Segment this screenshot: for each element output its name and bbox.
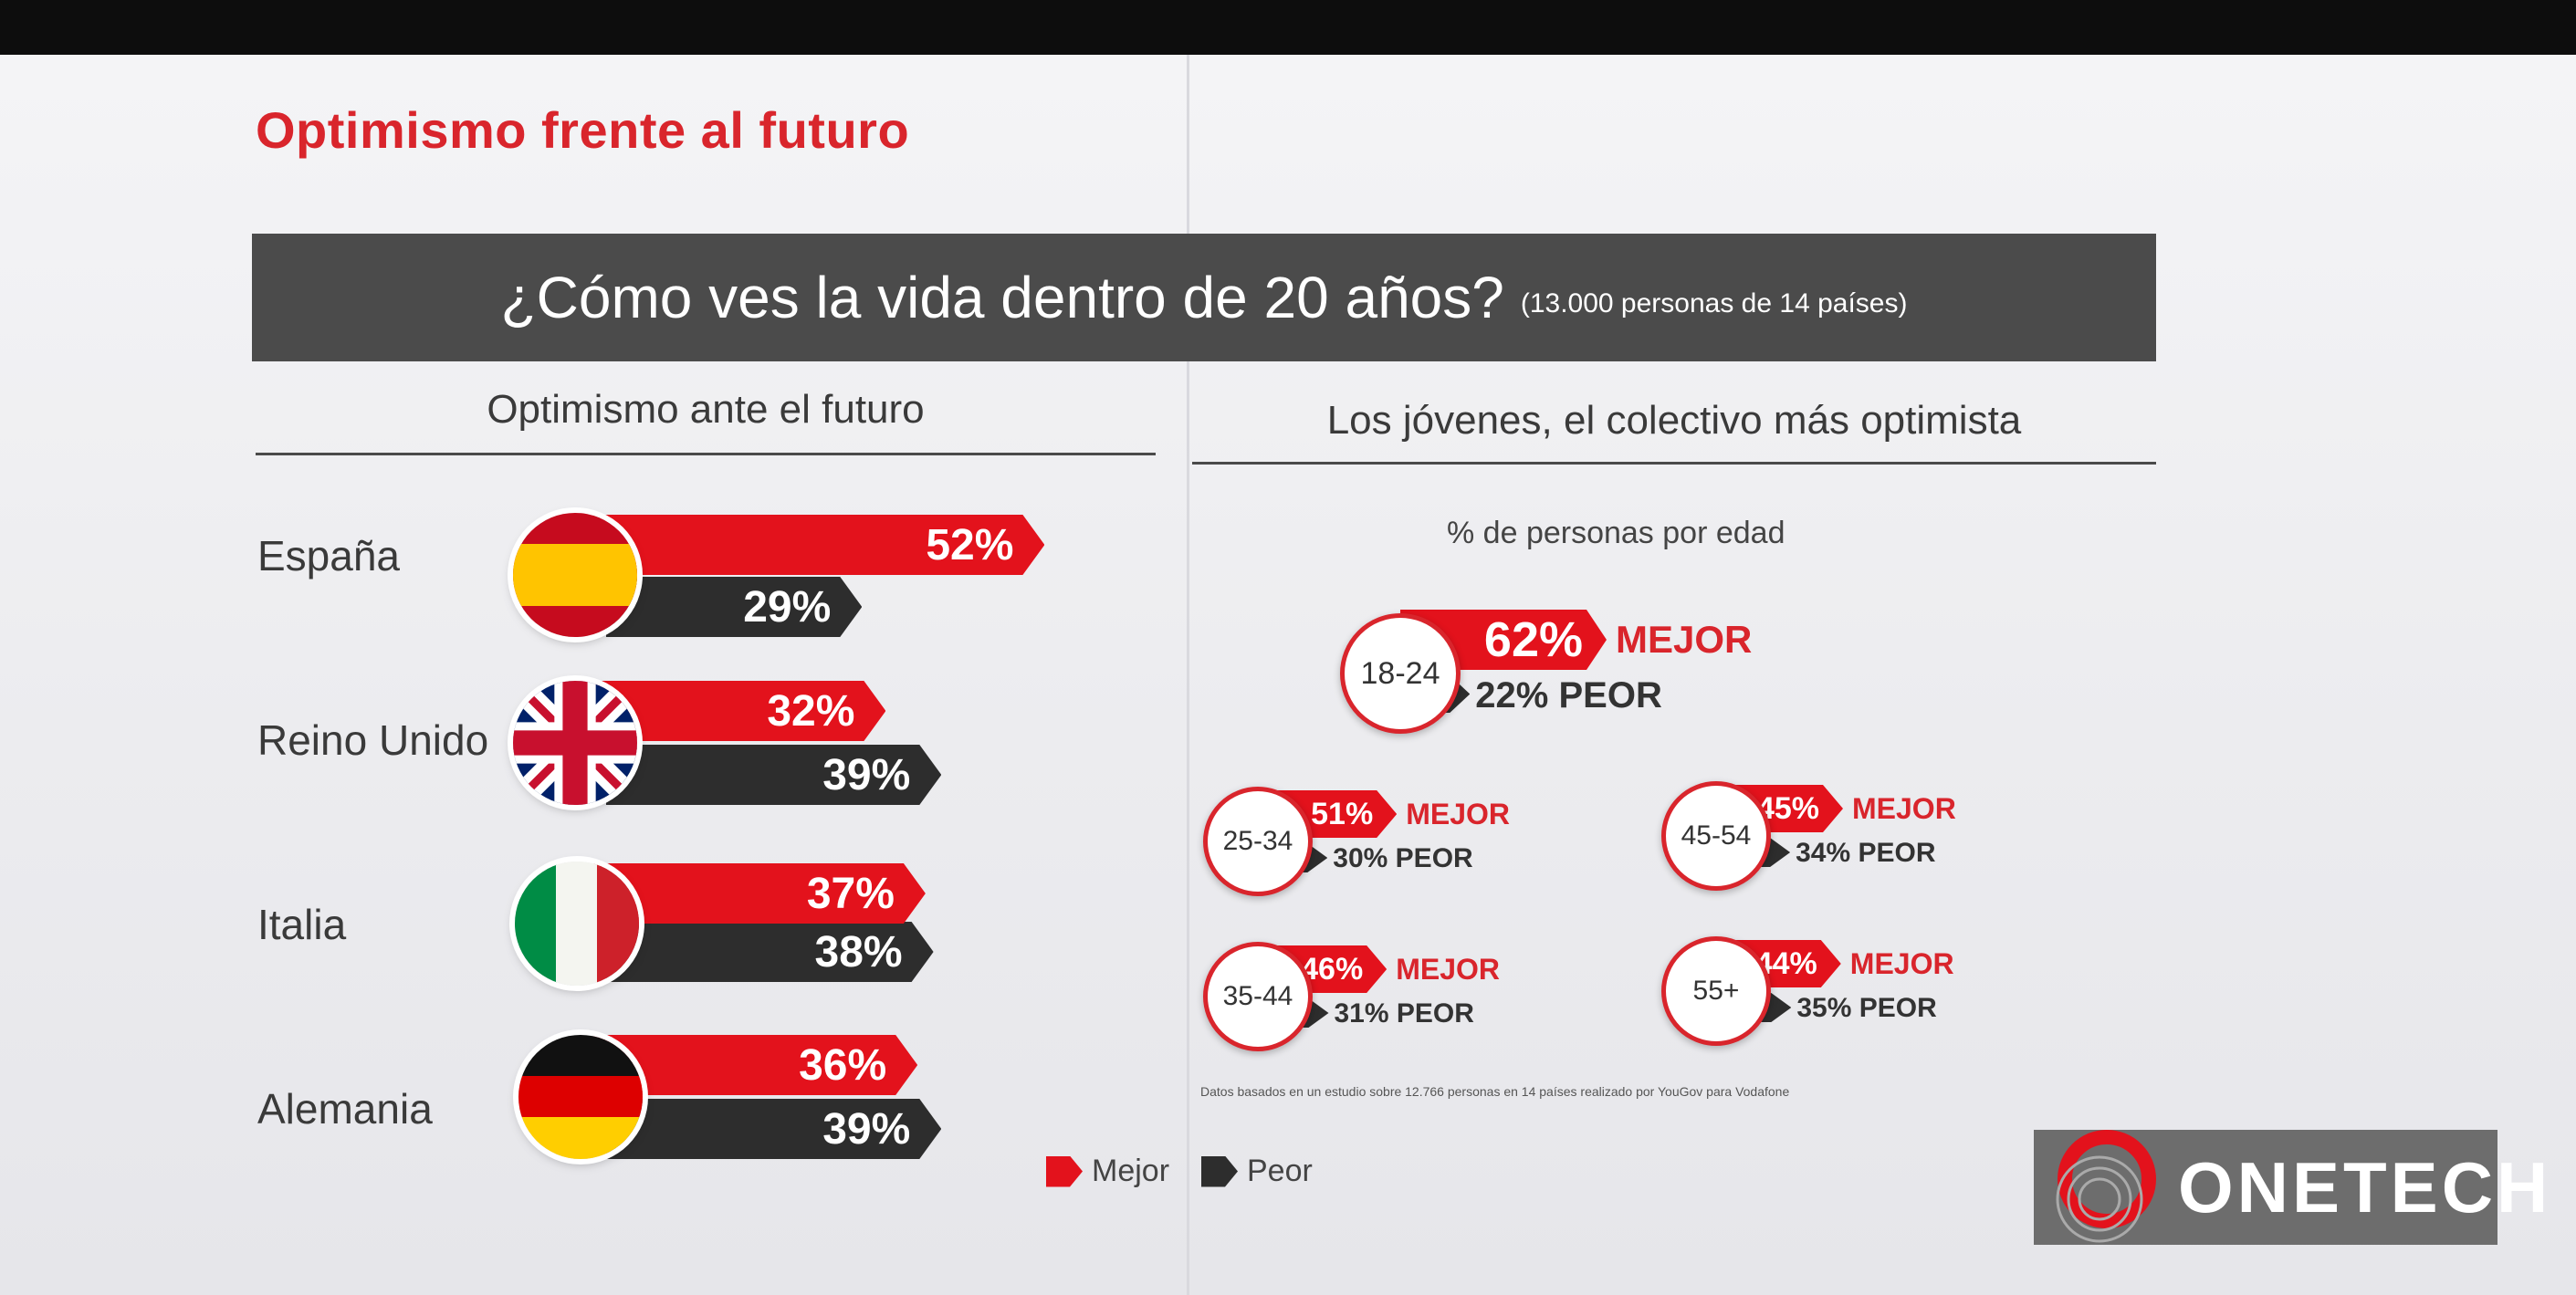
age-label-worse-18-24: 22% PEOR — [1475, 674, 1662, 715]
watermark-text: ONETECH — [2178, 1146, 2552, 1227]
bar-worse-alemania: 39% — [606, 1099, 941, 1159]
bar-worse-italia: 38% — [606, 922, 934, 982]
age-label-worse-45-54: 34% PEOR — [1796, 838, 1936, 868]
age-circle-55plus: 55+ — [1661, 936, 1771, 1046]
right-section-heading: Los jóvenes, el colectivo más optimista — [1326, 398, 2022, 443]
age-label-better-55plus: MEJOR — [1849, 946, 1954, 980]
question-banner: ¿Cómo ves la vida dentro de 20 años? (13… — [252, 234, 2156, 361]
country-label-italia: Italia — [257, 901, 347, 948]
germany-flag-icon — [518, 1035, 643, 1159]
bar-better-italia: 37% — [593, 863, 926, 924]
age-label-worse-25-34: 30% PEOR — [1333, 843, 1473, 873]
country-label-alemania: Alemania — [257, 1085, 433, 1133]
slide-fold-divider — [1187, 55, 1189, 1295]
right-section-rule — [1192, 462, 2156, 465]
legend-swatch-dark-icon — [1201, 1155, 1238, 1187]
banner-question: ¿Cómo ves la vida dentro de 20 años? — [500, 265, 1504, 330]
bar-worse-reino-unido: 39% — [606, 745, 941, 805]
age-label-better-35-44: MEJOR — [1396, 952, 1500, 986]
age-label-worse-35-44: 31% PEOR — [1334, 998, 1474, 1029]
italy-flag-icon — [515, 862, 639, 986]
legend-label-worse: Peor — [1247, 1154, 1313, 1188]
age-circle-35-44: 35-44 — [1203, 942, 1313, 1051]
age-label-worse-55plus: 35% PEOR — [1796, 993, 1937, 1023]
page-title: Optimismo frente al futuro — [256, 101, 910, 159]
left-section-heading: Optimismo ante el futuro — [487, 387, 925, 432]
footnote: Datos basados en un estudio sobre 12.766… — [1200, 1084, 1790, 1099]
legend-item-better: Mejor — [1046, 1154, 1169, 1189]
age-circle-45-54: 45-54 — [1661, 781, 1771, 891]
age-chart-subheading: % de personas por edad — [1447, 516, 1785, 550]
uk-flag-icon — [513, 681, 637, 805]
onetech-watermark: ONETECH — [2034, 1130, 2548, 1245]
age-label-better-18-24: MEJOR — [1616, 617, 1753, 661]
bar-better-reino-unido: 32% — [593, 681, 885, 741]
age-label-better-45-54: MEJOR — [1852, 791, 1956, 825]
country-label-espana: España — [257, 532, 401, 580]
watermark-logo-icon — [2056, 1130, 2156, 1243]
bar-better-espana: 52% — [593, 515, 1044, 575]
age-circle-25-34: 25-34 — [1203, 787, 1313, 896]
banner-subtitle: (13.000 personas de 14 países) — [1520, 288, 1908, 319]
left-section-rule — [256, 453, 1156, 455]
bar-worse-espana: 29% — [606, 577, 862, 637]
age-circle-18-24: 18-24 — [1340, 613, 1461, 734]
legend-label-better: Mejor — [1092, 1154, 1170, 1188]
bar-better-alemania: 36% — [593, 1035, 917, 1095]
country-label-reino-unido: Reino Unido — [257, 716, 489, 764]
legend-item-worse: Peor — [1201, 1154, 1313, 1189]
age-label-better-25-34: MEJOR — [1406, 797, 1510, 830]
spain-flag-icon — [513, 513, 637, 637]
legend-swatch-red-icon — [1046, 1155, 1083, 1187]
